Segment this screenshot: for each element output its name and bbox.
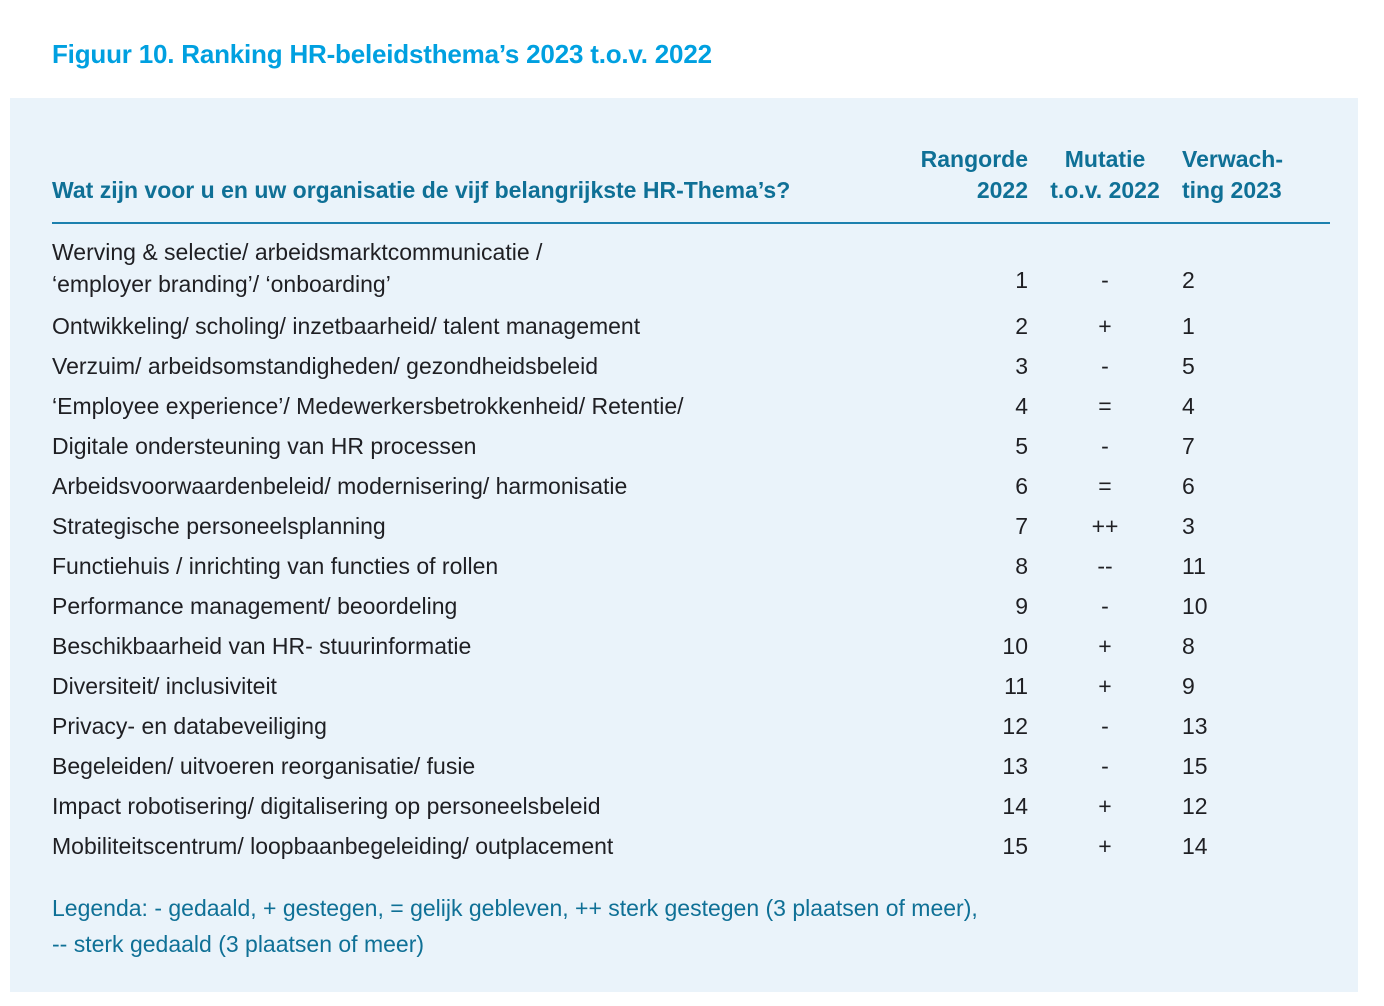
rangorde-2022-cell: 4 bbox=[1015, 393, 1028, 419]
theme-cell: Arbeidsvoorwaardenbeleid/ modernisering/… bbox=[52, 473, 628, 499]
verwachting-2023-cell: 9 bbox=[1182, 673, 1195, 699]
mutatie-cell: + bbox=[1098, 673, 1112, 699]
table-row: Impact robotisering/ digitalisering op p… bbox=[52, 786, 1330, 826]
table-row: Werving & selectie/ arbeidsmarktcommunic… bbox=[52, 236, 1330, 306]
rangorde-2022-cell: 12 bbox=[1002, 713, 1028, 739]
mutatie-cell: + bbox=[1098, 633, 1112, 659]
mutatie-cell: + bbox=[1098, 793, 1112, 819]
mutatie-cell: - bbox=[1101, 433, 1109, 459]
theme-cell: Mobiliteitscentrum/ loopbaanbegeleiding/… bbox=[52, 833, 614, 859]
mutatie-cell: - bbox=[1101, 353, 1109, 379]
rangorde-2022-cell: 11 bbox=[1004, 673, 1028, 699]
rangorde-2022-cell: 14 bbox=[1002, 793, 1028, 819]
verwachting-2023-cell: 12 bbox=[1182, 793, 1208, 819]
mutatie-cell: -- bbox=[1097, 553, 1113, 579]
rangorde-2022-cell: 5 bbox=[1015, 433, 1028, 459]
table-body: Werving & selectie/ arbeidsmarktcommunic… bbox=[52, 224, 1330, 866]
rangorde-2022-cell: 10 bbox=[1002, 633, 1028, 659]
verwachting-2023-cell: 2 bbox=[1182, 267, 1195, 293]
table-header-row: Wat zijn voor u en uw organisatie de vij… bbox=[52, 144, 1330, 224]
theme-cell: Beschikbaarheid van HR- stuurinformatie bbox=[52, 633, 472, 659]
mutatie-cell: + bbox=[1098, 313, 1112, 339]
mutatie-cell: - bbox=[1101, 593, 1109, 619]
theme-cell: Begeleiden/ uitvoeren reorganisatie/ fus… bbox=[52, 753, 476, 779]
mutatie-cell: - bbox=[1101, 267, 1109, 293]
verwachting-2023-cell: 3 bbox=[1182, 513, 1195, 539]
mutatie-cell: = bbox=[1098, 393, 1112, 419]
table-row: Diversiteit/ inclusiviteit 11 + 9 bbox=[52, 666, 1330, 706]
table-row: ‘Employee experience’/ Medewerkersbetrok… bbox=[52, 386, 1330, 426]
theme-cell: Impact robotisering/ digitalisering op p… bbox=[52, 793, 601, 819]
verwachting-2023-cell: 4 bbox=[1182, 393, 1195, 419]
theme-cell: ‘Employee experience’/ Medewerkersbetrok… bbox=[52, 393, 684, 419]
verwachting-2023-cell: 5 bbox=[1182, 353, 1195, 379]
table-row: Begeleiden/ uitvoeren reorganisatie/ fus… bbox=[52, 746, 1330, 786]
legend-text: Legenda: - gedaald, + gestegen, = gelijk… bbox=[52, 895, 978, 957]
column-header-verwachting-2023: Verwach- ting 2023 bbox=[1182, 146, 1283, 203]
theme-cell: Ontwikkeling/ scholing/ inzetbaarheid/ t… bbox=[52, 313, 641, 339]
rangorde-2022-cell: 3 bbox=[1015, 353, 1028, 379]
mutatie-cell: = bbox=[1098, 473, 1112, 499]
table-row: Strategische personeelsplanning 7 ++ 3 bbox=[52, 506, 1330, 546]
figure-title: Figuur 10. Ranking HR-beleidsthema’s 202… bbox=[52, 39, 712, 69]
table-row: Arbeidsvoorwaardenbeleid/ modernisering/… bbox=[52, 466, 1330, 506]
theme-cell: Functiehuis / inrichting van functies of… bbox=[52, 553, 499, 579]
table-row: Digitale ondersteuning van HR processen … bbox=[52, 426, 1330, 466]
mutatie-cell: + bbox=[1098, 833, 1112, 859]
table-row: Mobiliteitscentrum/ loopbaanbegeleiding/… bbox=[52, 826, 1330, 866]
rangorde-2022-cell: 1 bbox=[1015, 267, 1028, 293]
rangorde-2022-cell: 9 bbox=[1015, 593, 1028, 619]
verwachting-2023-cell: 11 bbox=[1182, 553, 1206, 579]
table-row: Functiehuis / inrichting van functies of… bbox=[52, 546, 1330, 586]
verwachting-2023-cell: 1 bbox=[1182, 313, 1195, 339]
theme-cell: Performance management/ beoordeling bbox=[52, 593, 458, 619]
theme-cell: Verzuim/ arbeidsomstandigheden/ gezondhe… bbox=[52, 353, 598, 379]
rangorde-2022-cell: 15 bbox=[1002, 833, 1028, 859]
column-header-rangorde-2022: Rangorde 2022 bbox=[920, 146, 1028, 203]
rangorde-2022-cell: 8 bbox=[1015, 553, 1028, 579]
verwachting-2023-cell: 14 bbox=[1182, 833, 1208, 859]
table-row: Beschikbaarheid van HR- stuurinformatie … bbox=[52, 626, 1330, 666]
rangorde-2022-cell: 13 bbox=[1002, 753, 1028, 779]
verwachting-2023-cell: 6 bbox=[1182, 473, 1195, 499]
theme-cell: Digitale ondersteuning van HR processen bbox=[52, 433, 477, 459]
mutatie-cell: ++ bbox=[1091, 513, 1119, 539]
mutatie-cell: - bbox=[1101, 753, 1109, 779]
theme-cell: Diversiteit/ inclusiviteit bbox=[52, 673, 277, 699]
theme-cell: Werving & selectie/ arbeidsmarktcommunic… bbox=[52, 239, 543, 297]
table-row: Ontwikkeling/ scholing/ inzetbaarheid/ t… bbox=[52, 306, 1330, 346]
mutatie-cell: - bbox=[1101, 713, 1109, 739]
table-row: Verzuim/ arbeidsomstandigheden/ gezondhe… bbox=[52, 346, 1330, 386]
verwachting-2023-cell: 7 bbox=[1182, 433, 1195, 459]
verwachting-2023-cell: 10 bbox=[1182, 593, 1208, 619]
rangorde-2022-cell: 6 bbox=[1015, 473, 1028, 499]
column-header-question: Wat zijn voor u en uw organisatie de vij… bbox=[52, 177, 791, 203]
table-row: Performance management/ beoordeling 9 - … bbox=[52, 586, 1330, 626]
verwachting-2023-cell: 8 bbox=[1182, 633, 1195, 659]
theme-cell: Privacy- en databeveiliging bbox=[52, 713, 327, 739]
column-header-mutatie-tov-2022: Mutatie t.o.v. 2022 bbox=[1050, 146, 1160, 203]
table-panel: Wat zijn voor u en uw organisatie de vij… bbox=[10, 98, 1358, 992]
rangorde-2022-cell: 2 bbox=[1015, 313, 1028, 339]
verwachting-2023-cell: 13 bbox=[1182, 713, 1208, 739]
rangorde-2022-cell: 7 bbox=[1015, 513, 1028, 539]
table-row: Privacy- en databeveiliging 12 - 13 bbox=[52, 706, 1330, 746]
verwachting-2023-cell: 15 bbox=[1182, 753, 1208, 779]
theme-cell: Strategische personeelsplanning bbox=[52, 513, 386, 539]
